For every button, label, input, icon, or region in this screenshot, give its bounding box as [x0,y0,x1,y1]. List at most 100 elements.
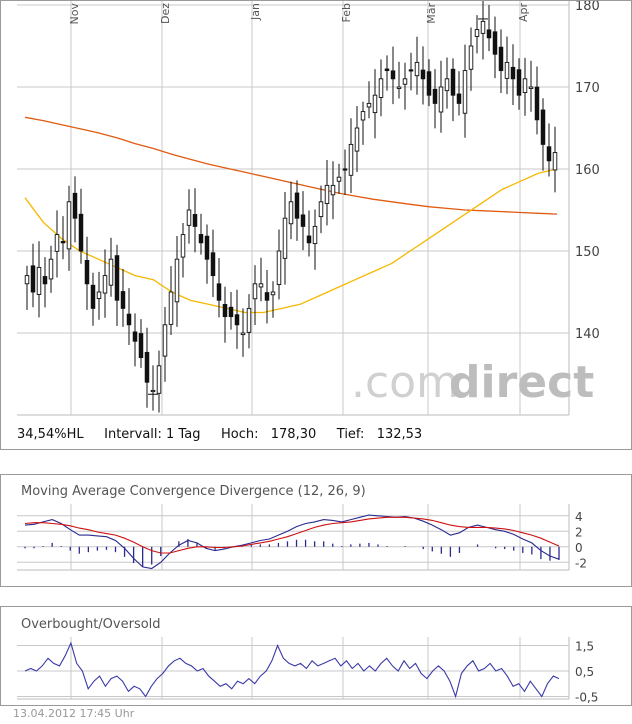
obos-grid [17,637,570,700]
candle-body [60,241,66,244]
candle [402,62,408,110]
candle [174,236,180,327]
candle [216,258,222,318]
candle [72,176,78,243]
candle [138,319,144,368]
candle [330,161,336,220]
macd-axis: 42 0-2 [575,510,587,571]
candle-body [228,306,234,318]
candle-body [384,68,390,72]
candle [144,327,150,408]
candle-body [510,66,516,80]
macd-grid [17,504,570,571]
candle [408,52,414,91]
candle-body [366,102,372,108]
candle-body [390,70,396,80]
stats-bar: 34,54%HL Intervall: 1 Tag Hoch: 178,30 T… [17,427,426,442]
candle-body [294,192,300,219]
candle [222,286,228,343]
candle [270,281,276,318]
candle-body [210,252,216,277]
candle-body [414,61,420,77]
candle [516,58,522,110]
candle [432,69,438,129]
x-tick-label: Dez [159,3,172,24]
candle [474,15,480,54]
y-tick-label: 140 [575,327,600,342]
candle-body [462,70,468,114]
candle [198,213,204,255]
candle [246,294,252,349]
candle [108,237,114,297]
candle [486,4,492,52]
candle [288,181,294,240]
candle [240,308,246,357]
candles [24,1,558,413]
candle [132,313,138,367]
candle-body [24,275,30,285]
y-tick-label: 4 [575,510,583,524]
candle-body [282,217,288,259]
x-tick-label: Apr [517,3,530,23]
candle-body [150,389,156,393]
candle-body [90,284,96,309]
candle-body [378,78,384,98]
x-tick-label: Nov [68,3,81,25]
candle-body [432,88,438,104]
candle-body [168,291,174,325]
x-tick-label: Feb [340,3,353,22]
candle-body [240,332,246,336]
signal-line [24,516,560,554]
macd-lines [24,514,560,570]
candle [420,46,426,105]
y-tick-label: 1,5 [575,640,594,654]
candle-body [408,69,414,72]
candle [210,229,216,297]
candle-body [180,234,186,258]
candle [414,36,420,95]
candle-body [258,283,264,288]
candle [186,189,192,244]
candle [450,58,456,122]
candle [180,222,186,278]
candle-body [96,291,102,300]
candle [168,266,174,336]
candle-body [396,86,402,89]
candle-body [198,234,204,244]
candle-body [222,304,228,318]
candle [468,27,474,91]
watermark: .com direct [351,357,594,408]
candle-body [270,291,276,296]
candle-body [486,29,492,39]
candle-body [300,214,306,227]
candle [306,210,312,257]
candle-body [204,235,210,260]
candle [234,289,240,349]
candle-body [78,213,84,252]
candle-body [312,225,318,245]
candle [162,306,168,382]
x-tick-label: Mär [425,3,438,24]
candle-body [336,176,342,182]
macd-title: Moving Average Convergence Divergence (1… [21,484,366,499]
candle-body [264,292,270,301]
candle-body [174,258,180,303]
candle [204,224,210,284]
macd-panel: Moving Average Convergence Divergence (1… [0,474,632,587]
x-tick-label: Jan [249,3,262,21]
candle [444,57,450,109]
candle [348,118,354,193]
candle [342,149,348,196]
candle [438,60,444,133]
candle-body [522,78,528,94]
candle-body [120,291,126,309]
candle-body [402,78,408,85]
candle-body [354,127,360,152]
month-labels: Nov Dez Jan Feb Mär Apr [68,3,530,25]
low-value: 132,53 [376,427,423,442]
candle [498,29,504,94]
candle [462,44,468,138]
obos-panel: Overbought/Oversold 1,5 0,5 -0,5 [0,606,632,706]
candle-body [540,109,546,145]
candle [366,81,372,119]
